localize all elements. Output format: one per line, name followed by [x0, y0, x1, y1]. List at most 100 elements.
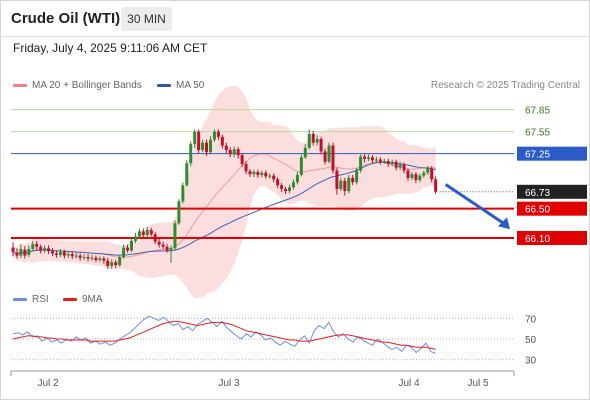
rsi-tick-0: 70 — [525, 314, 537, 325]
candle-body — [343, 180, 347, 192]
rsi-tick-2: 30 — [525, 356, 537, 367]
level-label-4: 66.10 — [525, 234, 550, 245]
candle-body — [185, 163, 189, 186]
datetime: Friday, July 4, 2025 9:11:06 AM CET — [13, 41, 208, 55]
candle-body — [82, 257, 86, 259]
ma50-line — [12, 161, 436, 256]
candle-body — [220, 136, 224, 146]
candle-body — [216, 131, 220, 137]
candle-body — [367, 157, 370, 159]
candle-body — [256, 172, 260, 175]
candle-body — [70, 254, 74, 257]
candle-body — [307, 133, 311, 148]
candle-body — [323, 151, 327, 162]
candle-body — [106, 260, 110, 266]
candle-body — [23, 249, 27, 256]
candle-body — [280, 185, 284, 189]
candle-body — [62, 251, 66, 256]
candle-body — [35, 243, 39, 247]
candle-body — [248, 171, 252, 175]
timeframe-button[interactable]: 30 MIN — [121, 7, 172, 31]
candle-body — [149, 229, 153, 235]
candle-body — [137, 231, 141, 237]
candle-body — [422, 172, 426, 176]
candle-body — [295, 174, 299, 183]
candle-body — [382, 161, 386, 162]
candle-body — [51, 251, 54, 254]
candle-body — [224, 145, 228, 150]
candle-body — [193, 131, 197, 145]
candle-body — [43, 248, 47, 251]
x-tick-0: Jul 2 — [37, 378, 59, 389]
x-tick-2: Jul 4 — [398, 378, 420, 389]
candle-body — [398, 164, 402, 168]
ma20-swatch — [13, 83, 27, 87]
candle-body — [133, 236, 137, 241]
candle-body — [201, 142, 205, 150]
candle-body — [374, 159, 378, 161]
legend-item-ma20[interactable]: MA 20 + Bollinger Bands — [13, 80, 142, 91]
last-price-label: 66.73 — [525, 188, 550, 199]
candle-body — [414, 174, 418, 181]
candle-body — [252, 172, 256, 175]
level-label-box-4 — [517, 231, 587, 245]
candle-body — [15, 252, 19, 256]
legend-item-9ma[interactable]: 9MA — [63, 294, 103, 305]
candle-body — [288, 187, 291, 192]
level-label-box-3 — [517, 201, 587, 216]
candle-body — [351, 177, 355, 183]
candle-body — [27, 249, 31, 255]
legend-item-ma50[interactable]: MA 50 — [157, 80, 204, 91]
candle-body — [110, 262, 114, 266]
rsi-line — [12, 315, 436, 354]
candle-body — [378, 159, 382, 162]
candle-body — [232, 149, 236, 155]
legend-label-ma20: MA 20 + Bollinger Bands — [32, 80, 142, 91]
rsi-9ma-line — [12, 320, 436, 350]
candle-body — [145, 229, 149, 236]
candle-body — [276, 179, 280, 186]
candle-body — [311, 133, 315, 143]
candle-body — [39, 246, 43, 251]
candle-body — [335, 170, 339, 189]
candle-body — [205, 142, 209, 153]
candle-body — [54, 253, 58, 255]
rsi-tick-1: 50 — [525, 335, 537, 346]
forecast-arrow-head — [498, 217, 510, 230]
legend-label-9ma: 9MA — [82, 294, 103, 305]
candle-body — [260, 172, 264, 175]
candle-body — [161, 244, 165, 247]
candle-body — [386, 161, 390, 164]
candle-body — [370, 157, 374, 161]
candle-body — [303, 147, 307, 158]
candles — [11, 129, 438, 269]
candle-body — [153, 234, 157, 242]
candle-body — [394, 161, 398, 168]
candle-body — [90, 257, 94, 259]
candle-body — [319, 139, 323, 152]
candle-body — [126, 247, 130, 251]
candle-body — [181, 185, 185, 202]
candle-body — [74, 255, 78, 257]
candle-body — [390, 161, 394, 164]
candle-body — [228, 150, 232, 155]
candle-body — [11, 247, 15, 252]
candle-body — [402, 164, 406, 171]
level-label-3: 66.50 — [525, 205, 550, 216]
candle-body — [347, 177, 351, 192]
legend-label-ma50: MA 50 — [176, 80, 205, 91]
candle-body — [418, 175, 422, 181]
level-label-0: 67.85 — [525, 106, 550, 117]
ma50-swatch — [157, 83, 171, 87]
candle-body — [94, 257, 98, 260]
candle-body — [339, 180, 343, 189]
candle-body — [355, 170, 359, 183]
candle-body — [410, 174, 414, 178]
legend-item-rsi[interactable]: RSI — [13, 294, 49, 305]
forecast-arrow — [444, 183, 506, 226]
candle-body — [327, 145, 331, 162]
candle-body — [197, 131, 201, 150]
candle-body — [66, 254, 70, 256]
candle-body — [122, 247, 126, 258]
